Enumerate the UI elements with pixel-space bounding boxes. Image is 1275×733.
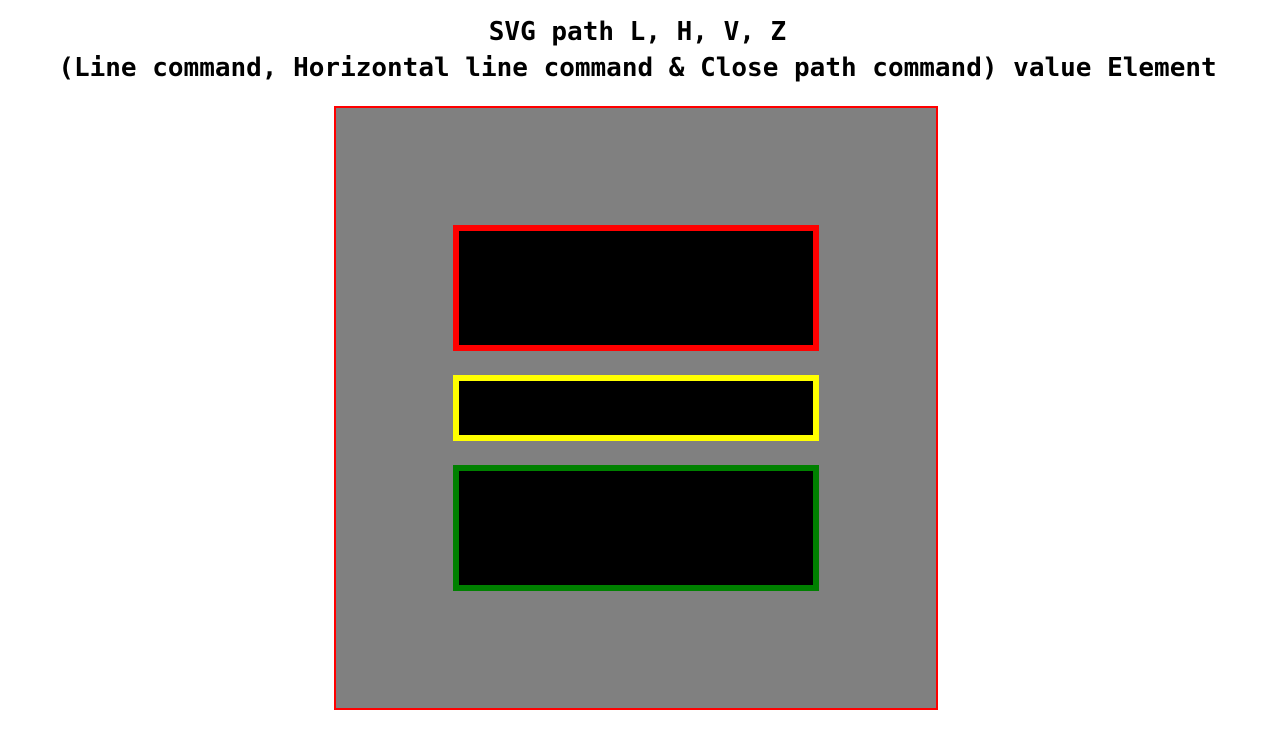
svg-canvas	[334, 106, 938, 710]
heading-line-2: (Line command, Horizontal line command &…	[58, 53, 1217, 83]
page-heading: SVG path L, H, V, Z (Line command, Horiz…	[0, 14, 1275, 86]
heading-line-1: SVG path L, H, V, Z	[488, 17, 787, 47]
green-outlined-rect	[453, 465, 819, 591]
red-outlined-rect	[453, 225, 819, 351]
yellow-outlined-rect	[453, 375, 819, 441]
